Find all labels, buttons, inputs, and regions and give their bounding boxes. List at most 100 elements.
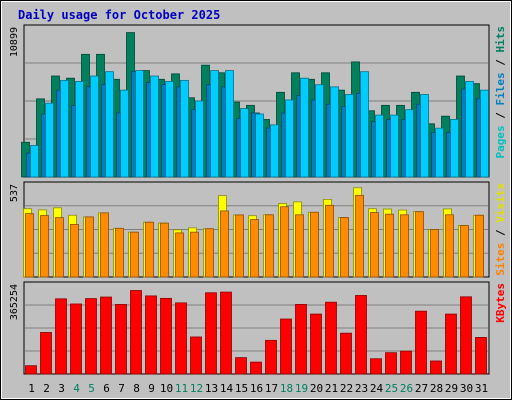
legend-entry: / [494,53,507,73]
y-max-label: 537 [9,184,20,202]
x-tick-label: 29 [445,382,458,395]
legend: Pages / Files / Hits [494,26,507,159]
x-axis-day-labels: 1 2 3 4 5 6 7 8 9 10 11 12 13 14 15 16 17 18 19 20 21 22 23 24 2… [28,382,488,395]
bar-pages-day-20 [315,84,324,178]
bar-sites-day-17 [265,214,274,278]
bar-kbytes-day-18 [280,318,292,375]
bar-sites-day-7 [115,227,124,278]
y-max-label: 10899 [9,27,20,57]
bar-sites-day-15 [235,214,244,278]
bar-kbytes-day-1 [25,365,37,375]
legend: KBytes [494,283,507,323]
bar-sites-day-14 [220,210,229,278]
bar-pages-day-6 [105,71,114,178]
x-tick-label: 22 [340,382,353,395]
bar-kbytes-day-12 [190,336,202,375]
bar-sites-day-18 [280,206,289,278]
bar-pages-day-15 [240,108,249,178]
x-tick-label: 26 [400,382,413,395]
bar-kbytes-day-24 [370,358,382,375]
bar-pages-day-21 [330,86,339,178]
x-tick-label: 11 [175,382,188,395]
bar-sites-day-10 [160,222,169,278]
bar-pages-day-12 [195,100,204,178]
bar-kbytes-day-27 [415,310,427,375]
x-tick-label: 17 [265,382,278,395]
bar-pages-day-13 [210,70,219,178]
chart-panels: 10899 Pages / Files / Hits 537 Sites / Visi… [9,24,507,375]
x-tick-label: 9 [148,382,155,395]
x-tick-label: 28 [430,382,443,395]
bar-kbytes-day-14 [220,291,232,375]
bar-sites-day-19 [295,214,304,278]
bar-pages-day-19 [300,77,309,178]
legend-entry: / [494,223,507,243]
bar-sites-day-21 [325,204,334,278]
bar-pages-day-17 [270,124,279,178]
legend-entry: Pages [494,125,507,158]
x-tick-label: 7 [118,382,125,395]
bar-kbytes-day-17 [265,339,277,375]
bar-sites-day-29 [445,214,454,278]
x-tick-label: 10 [160,382,173,395]
bar-sites-day-24 [370,212,379,278]
bar-sites-day-31 [475,214,484,278]
bar-pages-day-8 [135,70,144,178]
x-tick-label: 27 [415,382,428,395]
bar-sites-day-28 [430,229,439,278]
bar-pages-day-24 [375,114,384,178]
bar-pages-day-7 [120,89,129,178]
bar-pages-day-26 [405,109,414,178]
bar-sites-day-13 [205,228,214,278]
bar-kbytes-day-15 [235,357,247,375]
panel-hits-files-pages: 10899 Pages / Files / Hits [9,24,507,178]
bar-pages-day-16 [255,113,264,178]
legend-entry: KBytes [494,283,507,323]
bar-kbytes-day-11 [175,302,187,375]
x-tick-label: 31 [475,382,488,395]
bar-pages-day-11 [180,79,189,178]
bar-pages-day-10 [165,81,174,178]
bar-sites-day-1 [25,213,34,278]
bar-kbytes-day-2 [40,332,52,375]
x-tick-label: 8 [133,382,140,395]
bar-pages-day-4 [75,81,84,178]
bar-pages-day-1 [30,145,39,178]
legend-entry: Files [494,72,507,105]
panel-visits-sites: 537 Sites / Visits [9,181,507,278]
x-tick-label: 3 [58,382,65,395]
bar-kbytes-day-13 [205,292,217,375]
x-tick-label: 18 [280,382,293,395]
bar-sites-day-12 [190,231,199,278]
bar-pages-day-23 [360,71,369,178]
bar-sites-day-27 [415,211,424,278]
bar-pages-day-3 [60,79,69,178]
legend-entry: Sites [494,243,507,276]
bar-kbytes-day-9 [145,295,157,375]
x-tick-label: 5 [88,382,95,395]
bar-kbytes-day-5 [85,298,97,375]
bar-pages-day-30 [465,81,474,178]
bar-kbytes-day-6 [100,296,112,375]
bar-kbytes-day-28 [430,360,442,375]
bar-kbytes-day-16 [250,361,262,375]
x-tick-label: 4 [73,382,80,395]
bar-pages-day-28 [435,127,444,178]
bar-pages-day-5 [90,75,99,178]
legend-entry: / [494,106,507,126]
bar-sites-day-9 [145,221,154,278]
bar-kbytes-day-29 [445,313,457,375]
bar-pages-day-2 [45,102,54,178]
x-tick-label: 21 [325,382,338,395]
x-tick-label: 30 [460,382,473,395]
bar-sites-day-23 [355,194,364,278]
x-tick-label: 24 [370,382,384,395]
bar-kbytes-day-3 [55,298,67,375]
x-tick-label: 14 [220,382,234,395]
bar-kbytes-day-19 [295,304,307,375]
bar-sites-day-2 [40,215,49,278]
x-tick-label: 6 [103,382,110,395]
x-tick-label: 13 [205,382,218,395]
